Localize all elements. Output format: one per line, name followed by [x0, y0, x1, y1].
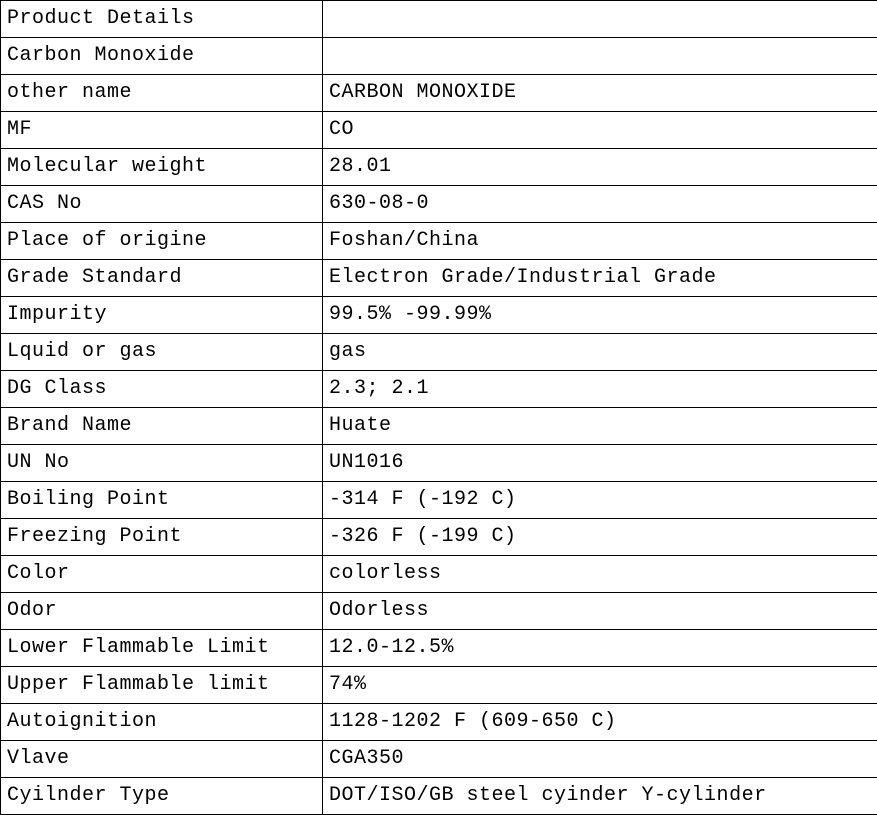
cell-value: colorless [323, 556, 877, 593]
cell-value: Electron Grade/Industrial Grade [323, 260, 877, 297]
table-row: UN No UN1016 [1, 445, 877, 482]
cell-label: Upper Flammable limit [1, 667, 323, 704]
table-row: other nameCARBON MONOXIDE [1, 75, 877, 112]
cell-label: Cyilnder Type [1, 778, 323, 815]
cell-value: 99.5% -99.99% [323, 297, 877, 334]
table-row: Lquid or gasgas [1, 334, 877, 371]
cell-value: Foshan/China [323, 223, 877, 260]
cell-value: Odorless [323, 593, 877, 630]
cell-label: Molecular weight [1, 149, 323, 186]
table-row: Color colorless [1, 556, 877, 593]
table-row: DG Class2.3; 2.1 [1, 371, 877, 408]
table-row: OdorOdorless [1, 593, 877, 630]
table-row: Brand NameHuate [1, 408, 877, 445]
cell-value: UN1016 [323, 445, 877, 482]
cell-label: Impurity [1, 297, 323, 334]
cell-label: Freezing Point [1, 519, 323, 556]
cell-value: 12.0-12.5% [323, 630, 877, 667]
table-row: CAS No630-08-0 [1, 186, 877, 223]
cell-label: CAS No [1, 186, 323, 223]
table-row: VlaveCGA350 [1, 741, 877, 778]
table-row: Boiling Point-314 F (-192 C) [1, 482, 877, 519]
table-row: Upper Flammable limit74% [1, 667, 877, 704]
cell-value: 630-08-0 [323, 186, 877, 223]
cell-value: CARBON MONOXIDE [323, 75, 877, 112]
cell-value [323, 1, 877, 38]
cell-value: -326 F (-199 C) [323, 519, 877, 556]
cell-value: -314 F (-192 C) [323, 482, 877, 519]
cell-label: DG Class [1, 371, 323, 408]
cell-value: DOT/ISO/GB steel cyinder Y-cylinder [323, 778, 877, 815]
cell-label: Autoignition [1, 704, 323, 741]
table-row: Autoignition1128-1202 F (609-650 C) [1, 704, 877, 741]
cell-value: 1128-1202 F (609-650 C) [323, 704, 877, 741]
cell-value: Huate [323, 408, 877, 445]
table-row: Carbon Monoxide [1, 38, 877, 75]
cell-value: 74% [323, 667, 877, 704]
cell-label: Product Details [1, 1, 323, 38]
cell-label: MF [1, 112, 323, 149]
cell-label: other name [1, 75, 323, 112]
table-body: Product Details Carbon Monoxide other na… [1, 1, 877, 815]
cell-label: Lower Flammable Limit [1, 630, 323, 667]
table-row: Impurity99.5% -99.99% [1, 297, 877, 334]
cell-label: Boiling Point [1, 482, 323, 519]
cell-label: Place of origine [1, 223, 323, 260]
table-row: Cyilnder TypeDOT/ISO/GB steel cyinder Y-… [1, 778, 877, 815]
table-row: Place of origineFoshan/China [1, 223, 877, 260]
cell-value: 28.01 [323, 149, 877, 186]
cell-label: Brand Name [1, 408, 323, 445]
table-row: Product Details [1, 1, 877, 38]
product-details-table: Product Details Carbon Monoxide other na… [0, 0, 877, 815]
cell-value: gas [323, 334, 877, 371]
cell-value: CO [323, 112, 877, 149]
cell-value: 2.3; 2.1 [323, 371, 877, 408]
table-row: Lower Flammable Limit12.0-12.5% [1, 630, 877, 667]
table-row: Grade StandardElectron Grade/Industrial … [1, 260, 877, 297]
cell-value [323, 38, 877, 75]
cell-label: Odor [1, 593, 323, 630]
cell-label: Lquid or gas [1, 334, 323, 371]
cell-label: Carbon Monoxide [1, 38, 323, 75]
cell-label: Vlave [1, 741, 323, 778]
table-row: Freezing Point-326 F (-199 C) [1, 519, 877, 556]
cell-label: UN No [1, 445, 323, 482]
cell-label: Color [1, 556, 323, 593]
cell-label: Grade Standard [1, 260, 323, 297]
table-row: MFCO [1, 112, 877, 149]
cell-value: CGA350 [323, 741, 877, 778]
table-row: Molecular weight28.01 [1, 149, 877, 186]
